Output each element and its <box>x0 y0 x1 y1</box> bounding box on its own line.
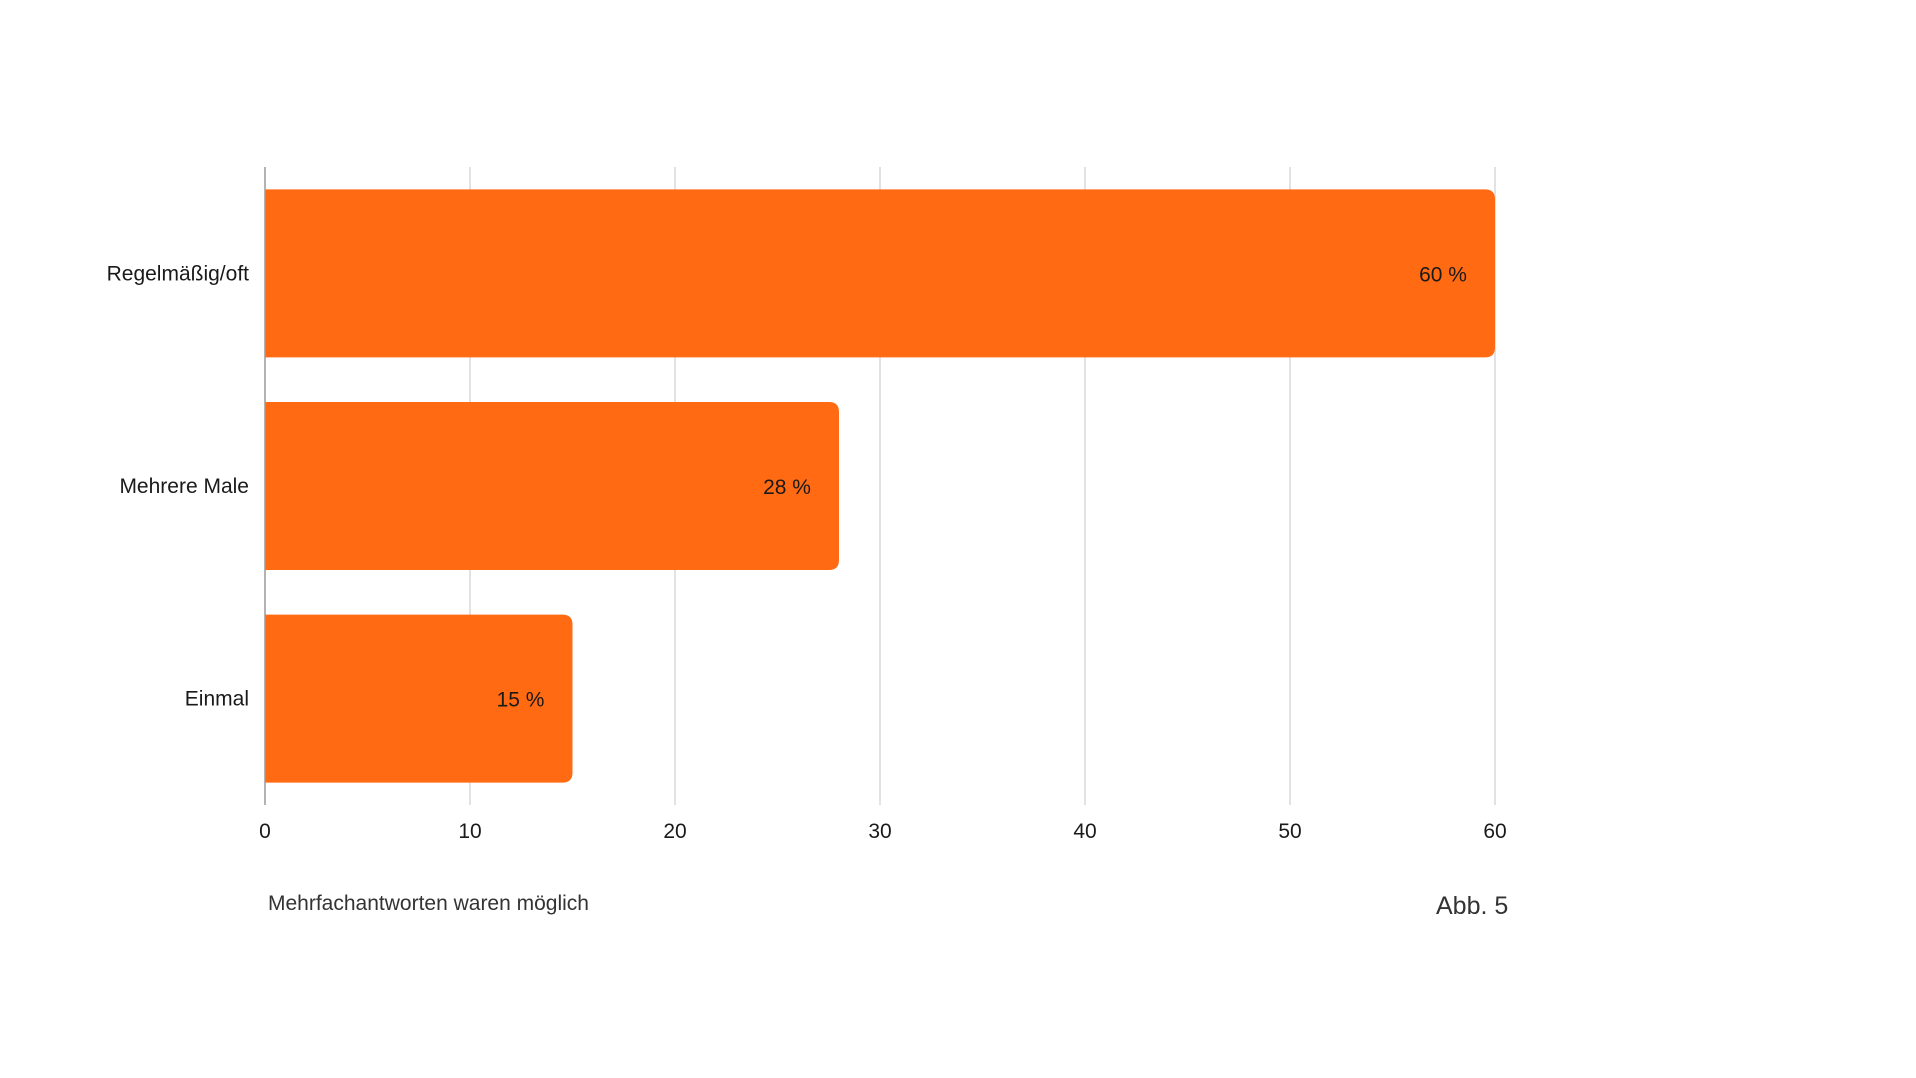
data-label: 28 % <box>763 476 811 499</box>
data-label: 60 % <box>1419 263 1467 286</box>
category-label: Einmal <box>185 688 249 711</box>
bar <box>265 402 839 570</box>
bar <box>265 189 1495 358</box>
x-tick-label: 50 <box>1278 820 1301 843</box>
data-label: 15 % <box>497 689 545 712</box>
x-tick-label: 10 <box>458 820 481 843</box>
x-tick-label: 0 <box>259 820 271 843</box>
footnote: Mehrfachantworten waren möglich <box>268 892 589 915</box>
x-tick-label: 60 <box>1483 820 1506 843</box>
figure-reference: Abb. 5 <box>1436 892 1509 920</box>
x-tick-label: 40 <box>1073 820 1096 843</box>
bar <box>265 614 573 783</box>
category-label: Regelmäßig/oft <box>107 262 250 285</box>
bars <box>265 189 1495 783</box>
x-tick-label: 30 <box>868 820 891 843</box>
category-label: Mehrere Male <box>119 475 249 498</box>
labels: 60 % Regelmäßig/oft 28 % Mehrere Male 15 % Ei… <box>107 262 1467 711</box>
axis: 0 10 20 30 40 50 60 <box>259 167 1507 843</box>
x-tick-label: 20 <box>663 820 686 843</box>
